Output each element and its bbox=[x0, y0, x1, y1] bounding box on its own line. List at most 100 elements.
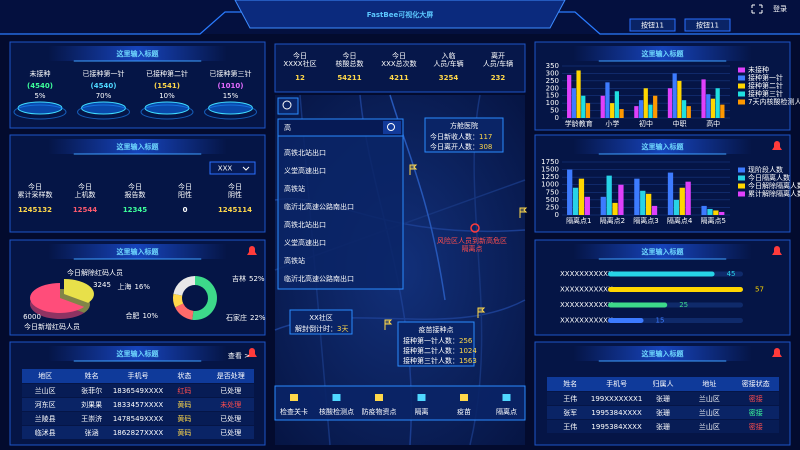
bar bbox=[618, 184, 624, 215]
select-value[interactable]: XXX bbox=[218, 165, 233, 173]
toolbar-label[interactable]: 检查关卡 bbox=[280, 407, 308, 416]
table-cell: 王伟 bbox=[563, 422, 577, 431]
panel-title: 这里输入标题 bbox=[642, 349, 685, 358]
search-result[interactable]: 临沂北高速公路南出口 bbox=[284, 274, 354, 283]
table-header: 密接状态 bbox=[742, 379, 770, 388]
alert-icon bbox=[772, 348, 782, 357]
header-button-label[interactable]: 按钮11 bbox=[696, 21, 719, 30]
risk-label: 隔离点 bbox=[462, 244, 483, 253]
toolbar-icon[interactable] bbox=[417, 394, 426, 401]
search-query[interactable]: 高 bbox=[284, 123, 291, 132]
bar bbox=[634, 106, 639, 118]
bar bbox=[651, 205, 658, 215]
toolbar-label[interactable]: 核酸检测点 bbox=[319, 407, 354, 416]
pie-value: 6000 bbox=[23, 313, 41, 321]
search-input[interactable] bbox=[277, 118, 404, 137]
legend-label: 今日解除隔离人数 bbox=[748, 181, 800, 190]
bar bbox=[640, 190, 646, 215]
legend-swatch bbox=[738, 75, 745, 81]
bar bbox=[707, 208, 713, 215]
search-result[interactable]: 高铁站 bbox=[284, 184, 305, 193]
view-more[interactable]: 查看 > bbox=[228, 351, 250, 360]
bar bbox=[673, 199, 680, 215]
toolbar-icon[interactable] bbox=[375, 394, 383, 401]
stat-label: 报告数 bbox=[125, 190, 146, 199]
header-button[interactable] bbox=[684, 18, 731, 32]
bar bbox=[685, 181, 691, 215]
bar bbox=[701, 79, 706, 118]
stat-label: 阴性 bbox=[228, 190, 242, 199]
panel-title-bar bbox=[573, 244, 752, 259]
select-box[interactable] bbox=[209, 161, 256, 175]
toolbar-label[interactable]: 疫苗 bbox=[457, 407, 471, 416]
popup-label: 解封倒计时： bbox=[295, 324, 337, 333]
legend-label: 今日隔离人数 bbox=[748, 173, 790, 182]
search-icon[interactable] bbox=[387, 123, 395, 131]
bar bbox=[612, 202, 618, 215]
popup-value: 3天 bbox=[337, 325, 348, 333]
select-arrow[interactable] bbox=[242, 166, 250, 171]
donut-label: 吉林 52% bbox=[232, 274, 265, 283]
search-submit[interactable] bbox=[383, 121, 401, 134]
alert-icon bbox=[247, 246, 257, 255]
table-header: 地址 bbox=[702, 379, 716, 388]
legend-swatch bbox=[738, 99, 745, 105]
legend-label: 7天内核酸检测人数 bbox=[748, 97, 800, 106]
donut-label: 上海 16% bbox=[117, 282, 150, 291]
header-button-label[interactable]: 按钮11 bbox=[641, 21, 664, 30]
toolbar-icon[interactable] bbox=[460, 394, 468, 401]
x-tick-label: 小学 bbox=[605, 119, 619, 128]
header-button[interactable] bbox=[629, 18, 676, 32]
table-cell: 兰山区 bbox=[699, 394, 720, 403]
vaccine-percent: 70% bbox=[96, 92, 112, 100]
toolbar-label[interactable]: 防疫物资点 bbox=[362, 407, 397, 416]
bar bbox=[584, 196, 590, 215]
toolbar-icon[interactable] bbox=[502, 394, 511, 401]
y-tick-label: 250 bbox=[546, 203, 559, 211]
donut-category: 合肥 bbox=[125, 311, 139, 320]
search-result[interactable]: 高铁北站出口 bbox=[284, 220, 326, 229]
legend-swatch bbox=[738, 191, 745, 197]
panel-title-bar bbox=[48, 244, 227, 259]
popup-label: 接种第二针人数： bbox=[403, 346, 459, 355]
table-cell: 已处理 bbox=[220, 386, 241, 395]
map-search-button[interactable] bbox=[277, 97, 299, 115]
toolbar-label[interactable]: 隔离点 bbox=[496, 407, 517, 416]
fullscreen-icon[interactable] bbox=[751, 4, 763, 14]
map-toolbar bbox=[274, 385, 526, 421]
table-header: 手机号 bbox=[606, 379, 627, 388]
donut-slice bbox=[192, 276, 217, 320]
toolbar-icon[interactable] bbox=[290, 394, 298, 401]
donut-category: 吉林 bbox=[232, 274, 246, 283]
table-row-bg bbox=[547, 420, 779, 433]
search-icon[interactable] bbox=[282, 100, 292, 110]
map-flag bbox=[477, 307, 486, 318]
toolbar-icon[interactable] bbox=[332, 394, 341, 401]
bar bbox=[646, 193, 652, 215]
stat-value: 0 bbox=[183, 206, 188, 214]
table-cell: 兰山区 bbox=[699, 422, 720, 431]
stat-label: 人员/车辆 bbox=[433, 59, 463, 68]
table-cell: 张珊 bbox=[656, 394, 670, 403]
table-cell: 密接 bbox=[749, 394, 763, 403]
bar bbox=[619, 109, 624, 118]
page-title: FastBee可视化大屏 bbox=[367, 10, 433, 19]
y-tick-label: 50 bbox=[550, 107, 559, 115]
search-result[interactable]: 高铁北站出口 bbox=[284, 148, 326, 157]
table-cell: 张涵 bbox=[85, 428, 99, 437]
legend-swatch bbox=[738, 183, 745, 189]
search-result[interactable]: 义堂高速出口 bbox=[284, 166, 326, 175]
table-header: 是否处理 bbox=[217, 371, 245, 380]
hbar-value: 25 bbox=[679, 301, 688, 309]
stat-label: 人员/车辆 bbox=[483, 59, 513, 68]
bar bbox=[648, 104, 653, 118]
search-result[interactable]: 高铁站 bbox=[284, 256, 305, 265]
table-cell: 1995384XXXX bbox=[591, 423, 642, 431]
table-cell: 未处理 bbox=[220, 400, 241, 409]
login-button[interactable]: 登录 bbox=[773, 4, 787, 13]
search-result[interactable]: 临沂北高速公路南出口 bbox=[284, 202, 354, 211]
toolbar-label[interactable]: 隔离 bbox=[415, 407, 429, 416]
pedestal-glow bbox=[140, 104, 194, 120]
search-result[interactable]: 义堂高速出口 bbox=[284, 238, 326, 247]
bar bbox=[643, 88, 648, 118]
